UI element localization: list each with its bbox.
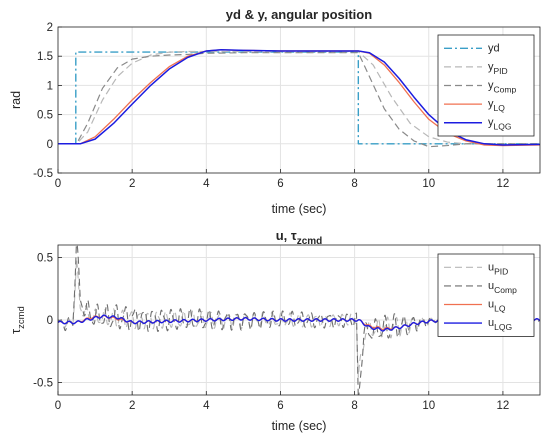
y-tick-label: -0.5 [33, 168, 53, 180]
legend-label-yd: yd [488, 42, 500, 54]
x-axis-label: time (sec) [272, 419, 327, 433]
legend-label-yComp: yComp [488, 80, 516, 95]
x-tick-label: 4 [203, 178, 210, 190]
x-tick-label: 12 [497, 400, 510, 412]
x-tick-label: 8 [351, 178, 357, 190]
legend-label-uComp: uComp [488, 280, 517, 295]
y-tick-label: 0 [47, 139, 53, 151]
legend: uPID uComp uLQ uLQG [437, 253, 535, 337]
y-tick-label: 0.5 [37, 253, 53, 265]
x-tick-label: 10 [422, 400, 435, 412]
y-tick-label: 1 [47, 80, 53, 92]
x-tick-label: 12 [497, 178, 510, 190]
legend-box [437, 34, 535, 137]
series-line-yd [58, 51, 540, 145]
x-tick-label: 0 [55, 400, 61, 412]
x-tick-label: 8 [351, 400, 357, 412]
y-axis-label: τzcmd [9, 306, 27, 334]
chart-title: yd & y, angular position [226, 7, 372, 22]
y-tick-label: 1.5 [37, 51, 53, 63]
y-tick-label: 0.5 [37, 110, 53, 122]
x-axis-label: time (sec) [272, 202, 327, 216]
x-tick-label: 2 [129, 400, 135, 412]
series-line-yComp [58, 52, 540, 148]
y-tick-label: 0 [47, 315, 53, 327]
x-tick-label: 2 [129, 178, 135, 190]
x-tick-label: 6 [277, 400, 283, 412]
legend-label-uLQG: uLQG [488, 317, 512, 332]
legend-box [437, 253, 535, 337]
chart-title: u, τzcmd [276, 228, 323, 247]
axes-box [57, 244, 541, 396]
y-tick-label: -0.5 [33, 378, 53, 390]
x-tick-label: 0 [55, 178, 61, 190]
legend-label-uLQ: uLQ [488, 299, 506, 314]
x-tick-label: 10 [422, 178, 435, 190]
legend-label-uPID: uPID [488, 261, 508, 276]
x-tick-label: 4 [203, 400, 210, 412]
axes-box [57, 26, 541, 174]
legend-label-yPID: yPID [488, 61, 508, 76]
y-axis-label: rad [9, 91, 23, 109]
legend: yd yPID yComp yLQ yLQG [437, 34, 535, 137]
legend-label-yLQG: yLQG [488, 117, 511, 132]
legend-label-yLQ: yLQ [488, 98, 505, 113]
y-tick-label: 2 [47, 22, 53, 34]
x-tick-label: 6 [277, 178, 283, 190]
